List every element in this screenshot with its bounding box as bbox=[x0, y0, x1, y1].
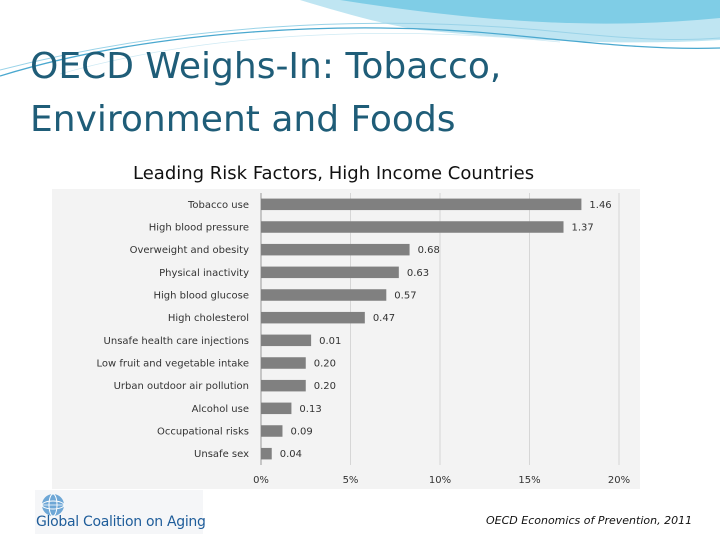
bar bbox=[261, 243, 410, 256]
bar-value-label: 0.13 bbox=[299, 404, 321, 415]
bar bbox=[261, 402, 292, 415]
category-label: High cholesterol bbox=[168, 313, 249, 324]
x-tick-label: 15% bbox=[518, 475, 540, 486]
x-tick-label: 0% bbox=[253, 475, 269, 486]
bar-value-label: 0.63 bbox=[407, 268, 429, 279]
x-tick-label: 20% bbox=[608, 475, 630, 486]
chart-panel: 0% 5% 10% 15% 20% Tobacco use 1.46 High blood p… bbox=[52, 189, 640, 489]
bar bbox=[261, 311, 365, 324]
category-label: Low fruit and vegetable intake bbox=[96, 359, 249, 370]
bar-value-label: 0.01 bbox=[319, 336, 341, 347]
bar bbox=[261, 379, 306, 392]
bar-value-label: 0.68 bbox=[418, 245, 440, 256]
bar bbox=[261, 447, 272, 460]
risk-factors-bar-chart: 0% 5% 10% 15% 20% Tobacco use 1.46 High blood p… bbox=[96, 193, 630, 486]
bar-value-label: 0.20 bbox=[314, 359, 336, 370]
category-label: Physical inactivity bbox=[159, 268, 249, 279]
category-label: Unsafe sex bbox=[194, 449, 249, 460]
x-tick-label: 5% bbox=[343, 475, 359, 486]
category-label: High blood pressure bbox=[149, 223, 249, 234]
bar bbox=[261, 334, 312, 347]
globe-icon bbox=[41, 493, 65, 517]
bar-value-label: 0.20 bbox=[314, 381, 336, 392]
logo-background bbox=[35, 490, 203, 534]
bar bbox=[261, 221, 564, 233]
category-label: Overweight and obesity bbox=[130, 245, 249, 256]
bar bbox=[261, 266, 399, 279]
bar-value-label: 1.46 bbox=[589, 200, 611, 211]
x-tick-label: 10% bbox=[429, 475, 451, 486]
bar-value-label: 0.09 bbox=[290, 427, 312, 438]
bar-value-label: 0.47 bbox=[373, 313, 395, 324]
category-label: Urban outdoor air pollution bbox=[114, 381, 249, 392]
bar bbox=[261, 198, 582, 211]
category-label: High blood glucose bbox=[154, 291, 250, 302]
bar bbox=[261, 289, 387, 301]
chart-title: Leading Risk Factors, High Income Countr… bbox=[133, 163, 535, 184]
bar bbox=[261, 357, 306, 369]
category-label: Unsafe health care injections bbox=[104, 336, 249, 347]
source-citation: OECD Economics of Prevention, 2011 bbox=[486, 514, 693, 527]
bar-value-label: 0.57 bbox=[394, 291, 416, 302]
bar bbox=[261, 425, 283, 437]
category-label: Alcohol use bbox=[192, 404, 249, 415]
logo-text: Global Coalition on Aging bbox=[36, 514, 206, 530]
category-label: Tobacco use bbox=[187, 200, 249, 211]
header-swoosh-decoration bbox=[0, 0, 720, 77]
slide-title: OECD Weighs-In: Tobacco, Environment and… bbox=[30, 46, 502, 140]
category-label: Occupational risks bbox=[157, 427, 249, 438]
bar-value-label: 1.37 bbox=[572, 223, 594, 234]
bar-value-label: 0.04 bbox=[280, 449, 302, 460]
